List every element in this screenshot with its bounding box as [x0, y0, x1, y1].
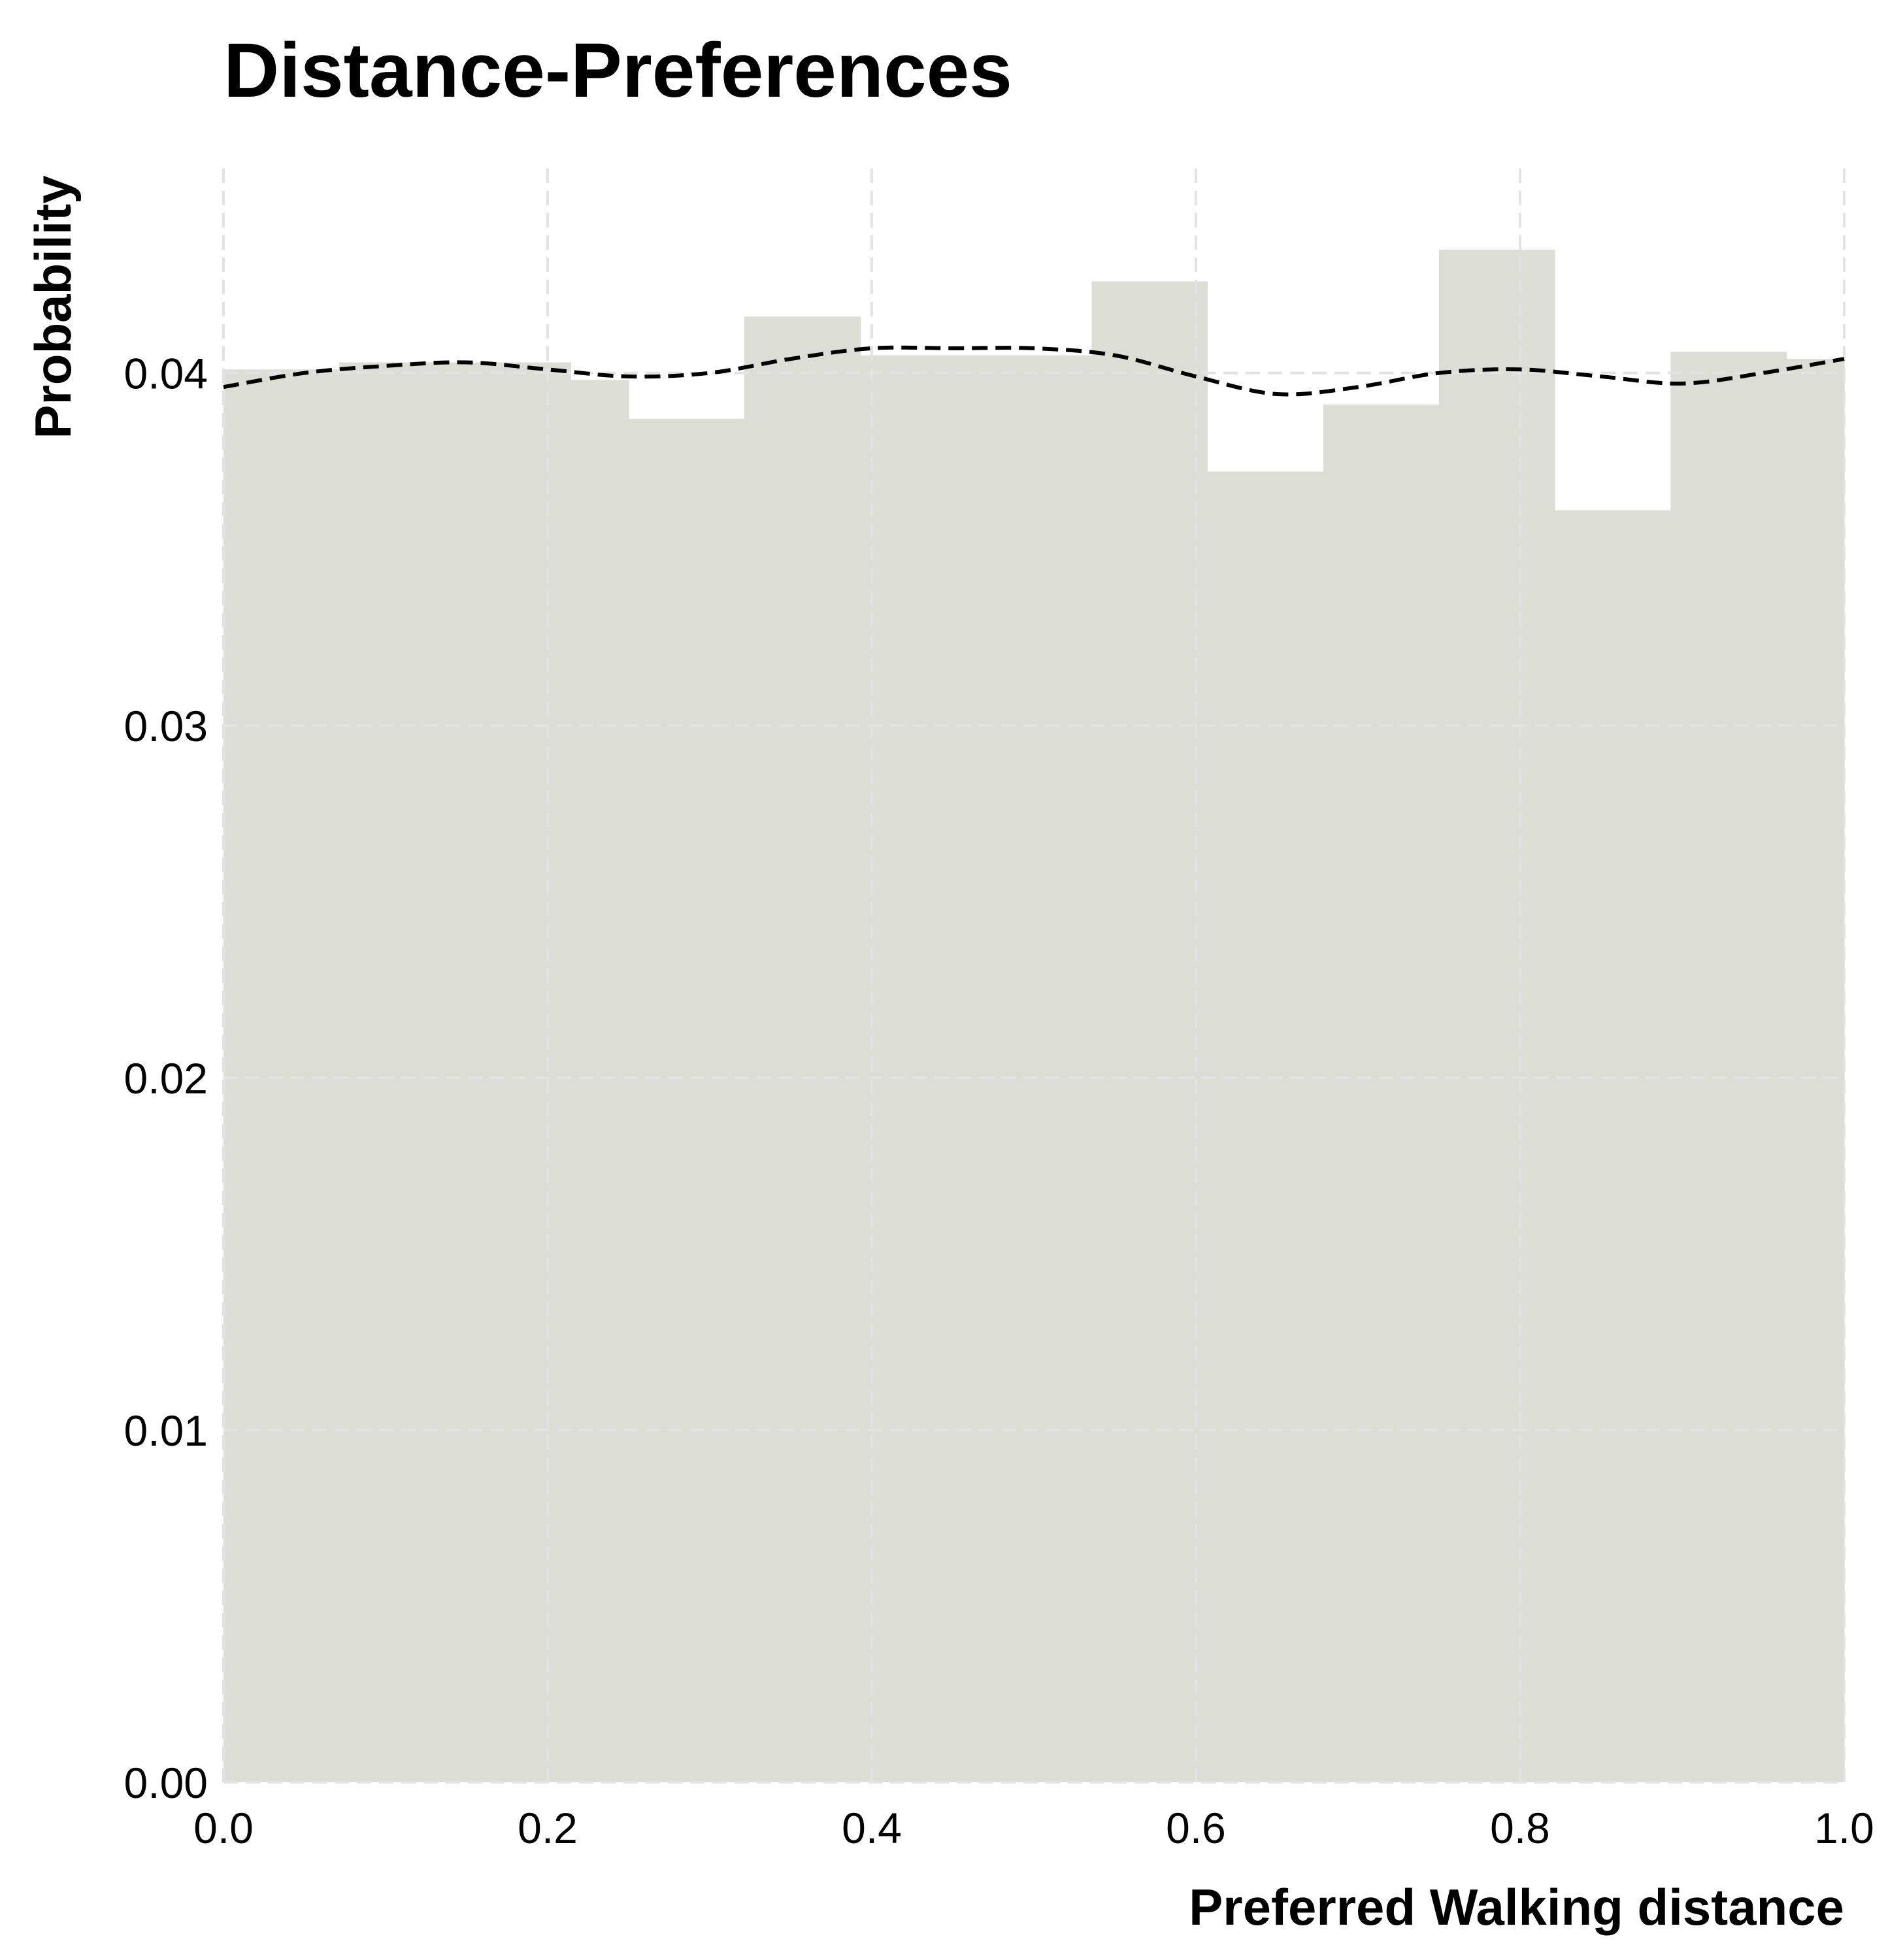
- y-tick-label-4: 0.04: [124, 350, 208, 398]
- y-tick-label-0: 0.00: [124, 1759, 208, 1807]
- histogram-bar-11: [1555, 510, 1671, 1783]
- histogram-bar-9: [1323, 405, 1440, 1783]
- chart-title: Distance-Preferences: [223, 27, 1012, 114]
- x-tick-label-1: 0.2: [518, 1804, 578, 1852]
- x-tick-label-5: 1.0: [1814, 1804, 1874, 1852]
- grid-layer: [222, 169, 1845, 1784]
- x-tick-label-3: 0.6: [1166, 1804, 1226, 1852]
- y-tick-label-2: 0.02: [124, 1054, 208, 1103]
- y-tick-label-1: 0.01: [124, 1406, 208, 1455]
- histogram-bar-13: [1786, 359, 1845, 1783]
- y-axis-label: Probability: [24, 175, 82, 439]
- histogram-bar-4: [629, 418, 745, 1782]
- x-tick-label-0: 0.0: [193, 1804, 254, 1852]
- histogram-bar-7: [1091, 281, 1208, 1782]
- y-tick-label-3: 0.03: [124, 702, 208, 750]
- histogram-bar-0: [223, 369, 340, 1782]
- x-tick-label-2: 0.4: [842, 1804, 902, 1852]
- histogram-bar-6: [860, 355, 1093, 1783]
- x-axis-label: Preferred Walking distance: [1189, 1878, 1844, 1936]
- histogram-bar-8: [1207, 471, 1324, 1782]
- histogram-bar-12: [1670, 352, 1787, 1782]
- x-tick-label-4: 0.8: [1490, 1804, 1550, 1852]
- histogram-bar-1: [339, 362, 455, 1782]
- ticks-layer: 0.0 0.2 0.4 0.6 0.8 1.0 0.00 0.01 0.02 0.03 0.04: [124, 350, 1874, 1852]
- histogram-bar-3: [571, 380, 629, 1783]
- kde-curve: [223, 345, 1845, 397]
- bars-layer: [223, 249, 1845, 1783]
- kde-layer: [223, 345, 1845, 397]
- histogram-bar-10: [1439, 249, 1555, 1783]
- histogram-bar-2: [455, 362, 572, 1782]
- histogram-bar-5: [744, 316, 861, 1783]
